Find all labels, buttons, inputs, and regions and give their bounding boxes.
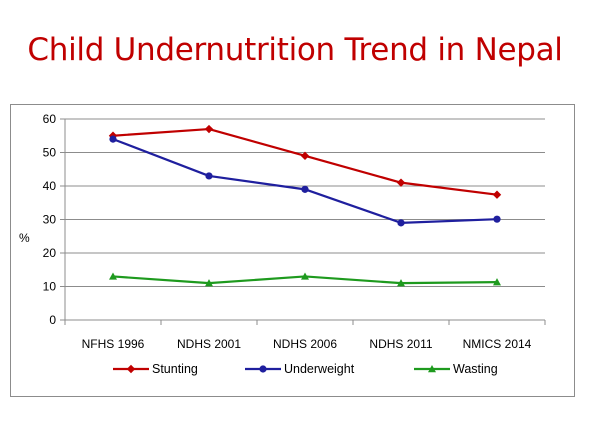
x-tick-label: NMICS 2014 <box>463 337 532 351</box>
legend-marker <box>259 365 267 373</box>
x-tick-label: NDHS 2011 <box>369 337 432 351</box>
data-point-stunting <box>204 124 214 134</box>
y-tick-label: 60 <box>43 112 57 126</box>
data-point-underweight <box>109 135 117 143</box>
data-point-stunting <box>396 178 406 187</box>
data-point-underweight <box>205 172 213 180</box>
legend-label: Stunting <box>152 362 198 376</box>
y-tick-label: 50 <box>43 146 57 160</box>
data-point-wasting <box>397 279 405 287</box>
y-axis-label: % <box>19 231 30 245</box>
line-chart: 0 10 20 30 40 50 60 NFHS 1996 NDHS 2001 NDHS 200… <box>19 112 546 376</box>
axes <box>60 118 546 325</box>
slide-title: Child Undernutrition Trend in Nepal <box>27 32 563 68</box>
series-group <box>108 124 502 287</box>
y-tick-label: 10 <box>43 280 57 294</box>
data-point-stunting <box>492 190 502 199</box>
legend-item-wasting: Wasting <box>414 362 498 376</box>
x-tick-label: NDHS 2001 <box>177 337 241 351</box>
chart-area: 0 10 20 30 40 50 60 NFHS 1996 NDHS 2001 NDHS 200… <box>10 104 575 397</box>
gridlines <box>65 118 545 287</box>
legend-item-underweight: Underweight <box>245 362 355 376</box>
y-tick-labels: 0 10 20 30 40 50 60 <box>43 112 57 327</box>
legend-item-stunting: Stunting <box>113 362 198 376</box>
data-point-wasting <box>301 272 309 280</box>
x-tick-label: NDHS 2006 <box>273 337 337 351</box>
data-point-underweight <box>301 185 309 193</box>
x-tick-label: NFHS 1996 <box>82 337 145 351</box>
y-tick-label: 30 <box>43 213 57 227</box>
data-point-underweight <box>493 215 501 223</box>
y-tick-label: 40 <box>43 179 57 193</box>
data-point-wasting <box>205 279 213 287</box>
data-point-stunting <box>300 151 310 161</box>
legend: Stunting Underweight Wasting <box>113 362 498 376</box>
y-tick-label: 0 <box>49 313 56 327</box>
legend-label: Wasting <box>453 362 498 376</box>
data-point-wasting <box>493 278 501 286</box>
y-tick-label: 20 <box>43 246 57 260</box>
legend-marker <box>126 364 136 374</box>
data-point-wasting <box>109 272 117 280</box>
legend-label: Underweight <box>284 362 355 376</box>
x-tick-labels: NFHS 1996 NDHS 2001 NDHS 2006 NDHS 2011 NMIC… <box>82 337 532 351</box>
legend-marker <box>428 365 436 373</box>
data-point-underweight <box>397 219 405 227</box>
